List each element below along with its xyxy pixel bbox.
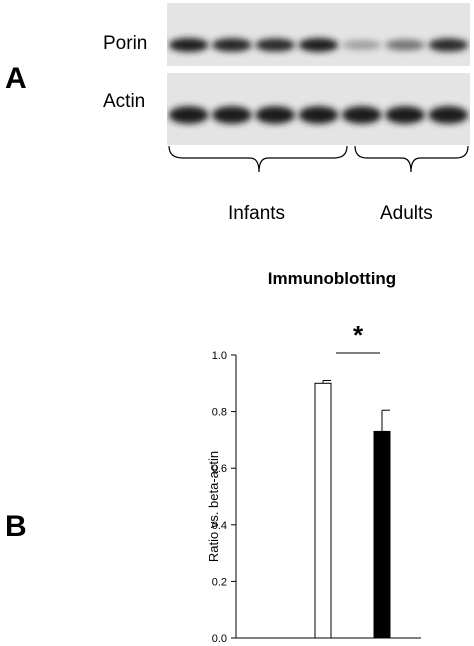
actin-band <box>255 106 296 124</box>
bar <box>314 382 332 639</box>
group-braces <box>168 145 469 173</box>
significance-star: * <box>353 320 364 350</box>
porin-band <box>255 38 296 52</box>
porin-band <box>341 40 382 50</box>
actin-band <box>428 106 469 124</box>
porin-band <box>168 38 209 52</box>
panel-a-label: A <box>5 62 27 95</box>
y-tick-label: 1.0 <box>212 350 227 362</box>
y-tick-label: 0.6 <box>212 463 227 475</box>
actin-band <box>298 106 339 124</box>
actin-band <box>212 106 252 124</box>
porin-band <box>298 38 339 52</box>
adults-label: Adults <box>380 203 433 224</box>
porin-band <box>212 38 252 52</box>
adults-brace <box>354 145 469 173</box>
y-tick-label: 0.8 <box>212 407 227 419</box>
infants-brace <box>168 145 348 173</box>
panel-b-label: B <box>5 510 27 543</box>
porin-band <box>385 39 425 51</box>
y-tick-label: 0.2 <box>212 576 227 588</box>
actin-band <box>168 106 209 124</box>
chart-title-text: Immunoblotting <box>267 269 397 288</box>
actin-band <box>341 106 382 124</box>
actin-band <box>385 106 425 124</box>
porin-label: Porin <box>103 33 148 54</box>
bar <box>373 430 391 639</box>
porin-blot <box>167 3 470 66</box>
y-tick-label: 0.4 <box>212 520 227 532</box>
porin-band <box>428 38 469 52</box>
y-tick-label: 0.0 <box>212 633 227 645</box>
chart-title: Immunoblotting <box>0 269 474 289</box>
actin-blot <box>167 73 470 145</box>
infants-label: Infants <box>228 203 286 224</box>
actin-label: Actin <box>103 91 146 112</box>
y-axis-label: Ratio vs. beta-actin <box>206 451 221 562</box>
